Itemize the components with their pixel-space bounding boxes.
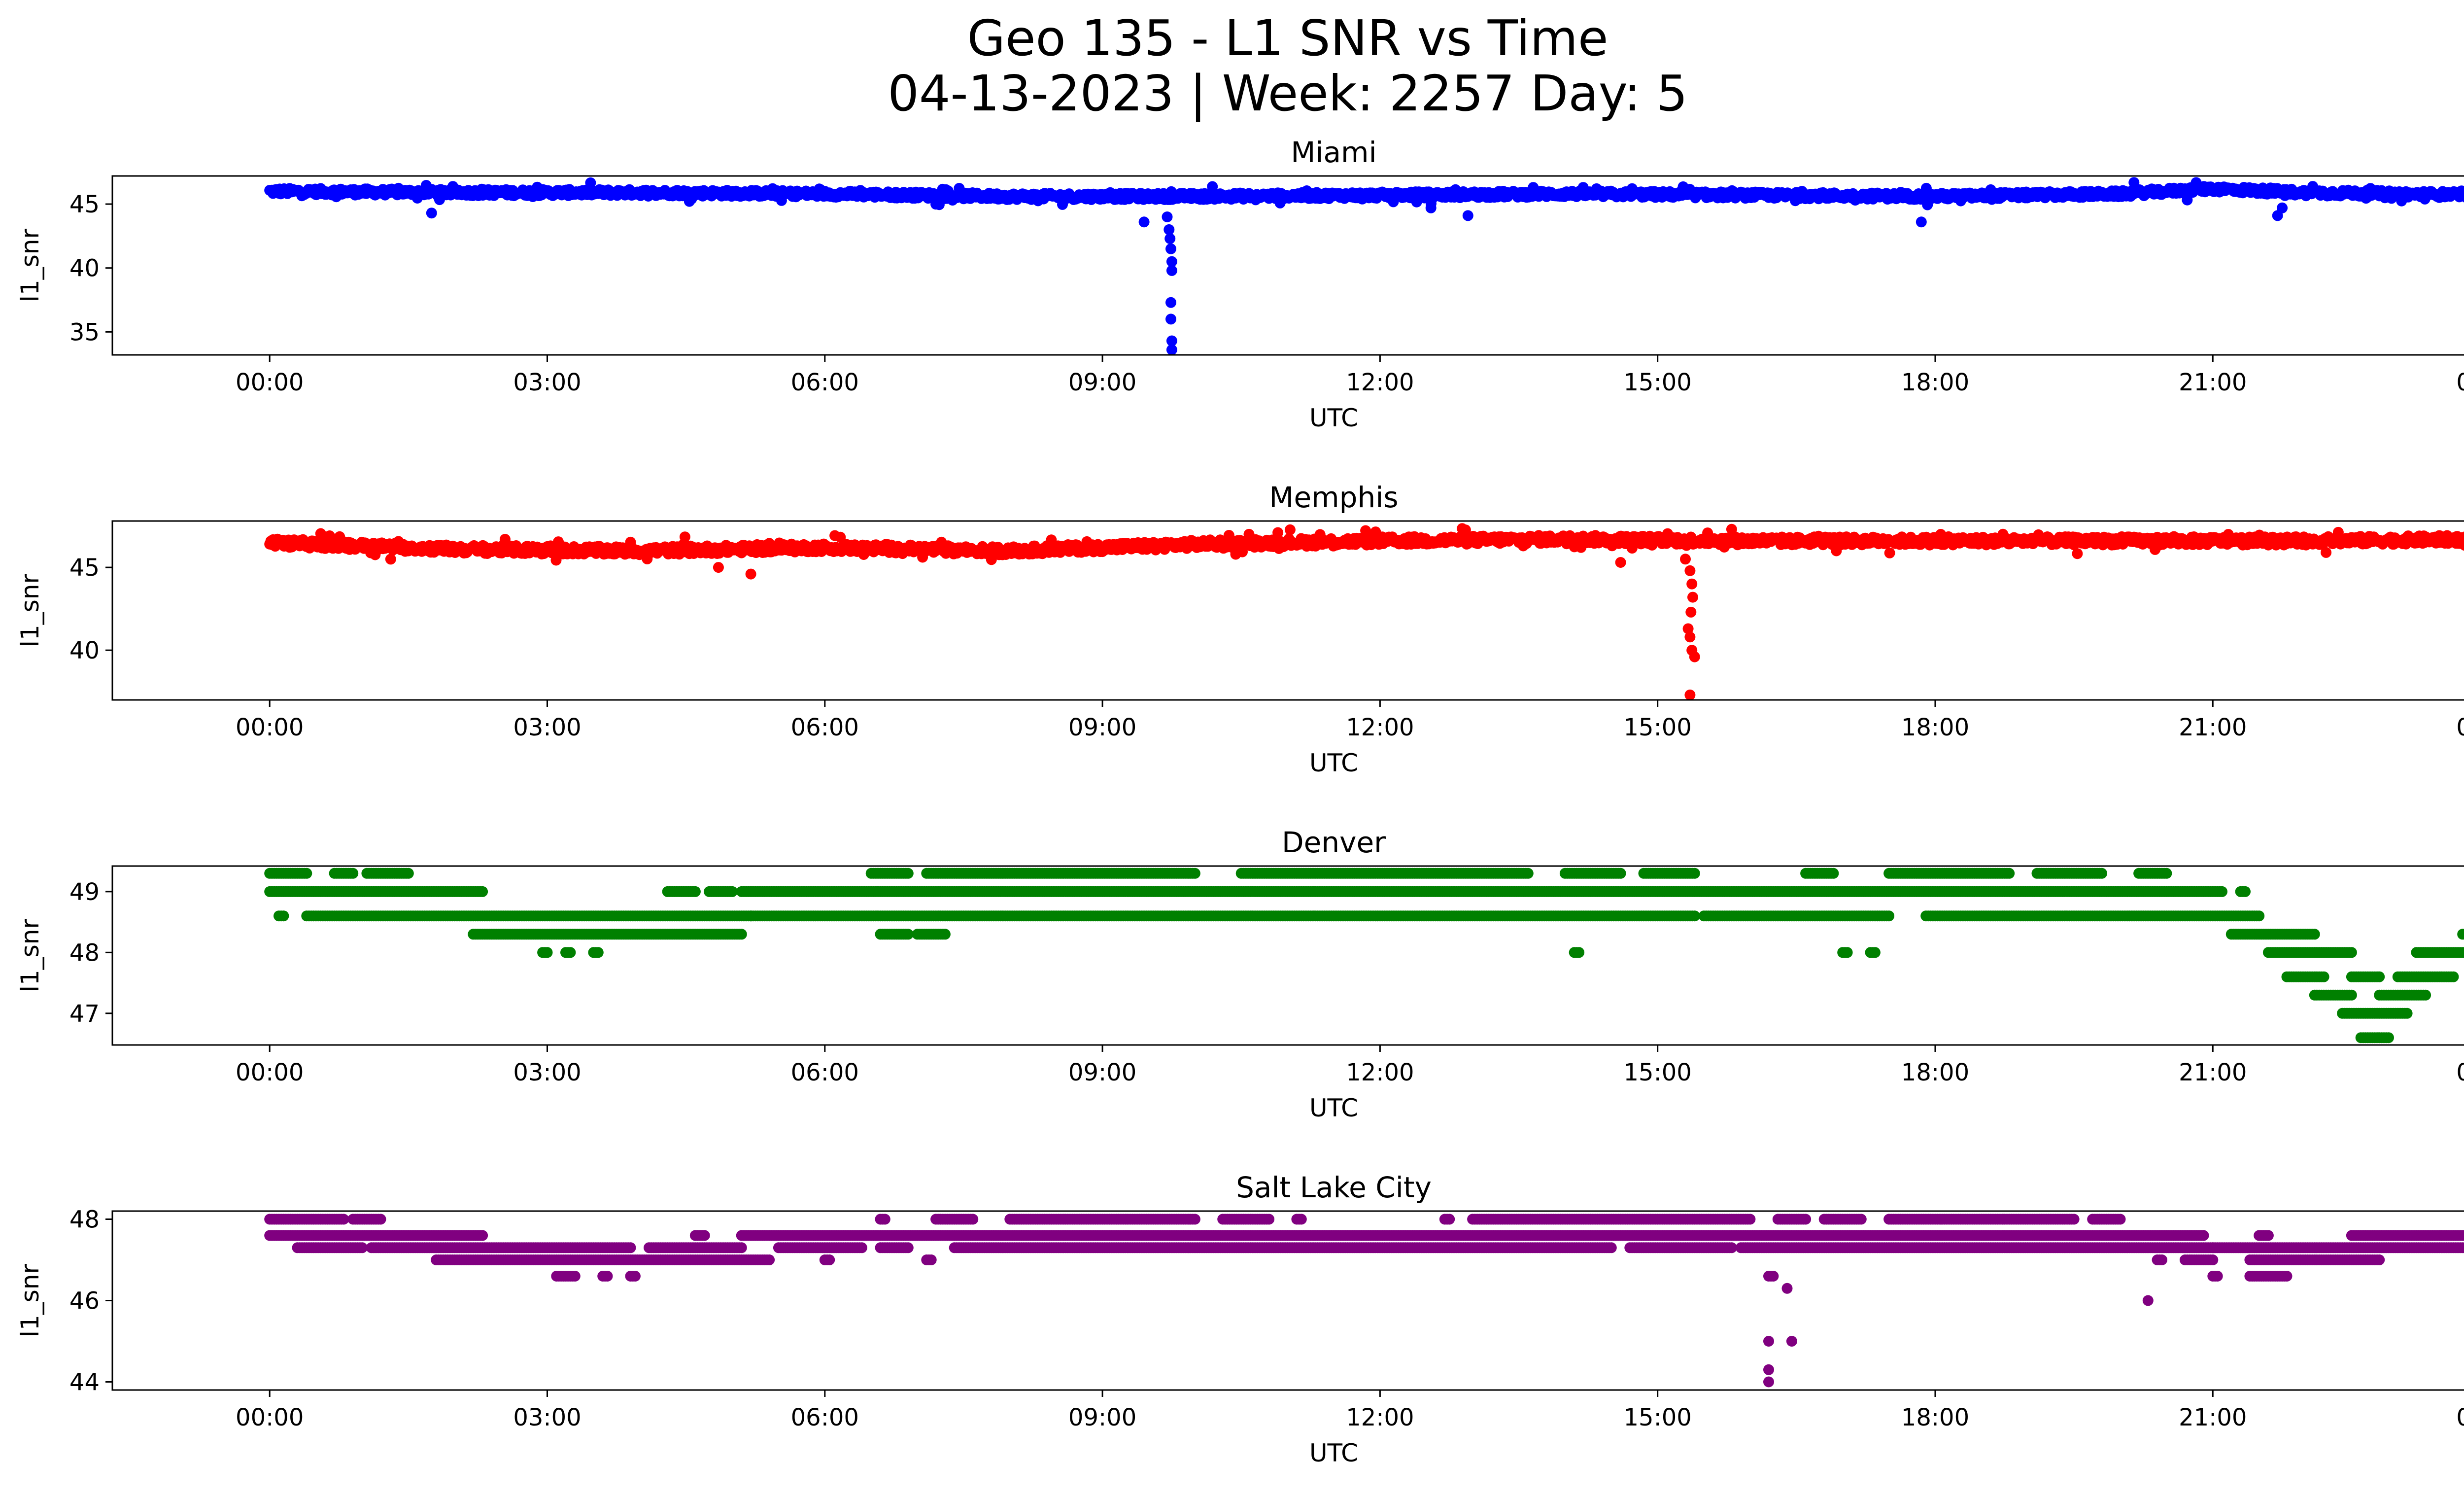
memphis-ylabel: l1_snr (16, 574, 44, 647)
memphis-title: Memphis (1269, 481, 1398, 514)
miami-xtick-label: 12:00 (1346, 369, 1414, 396)
memphis-xtick-label: 06:00 (791, 714, 859, 741)
denver-point (2004, 868, 2015, 879)
denver-title: Denver (1282, 826, 1386, 859)
memphis-xtick-label: 00:00 (2456, 714, 2464, 741)
miami-outlier-point (1165, 297, 1176, 308)
memphis-xlabel: UTC (1309, 749, 1358, 777)
memphis-outlier-point (1685, 606, 1697, 618)
memphis-point (1884, 547, 1895, 558)
miami-xtick-label: 00:00 (2456, 369, 2464, 396)
memphis-xtick-label: 09:00 (1068, 714, 1136, 741)
denver-point (1189, 868, 1200, 879)
denver-point (727, 886, 738, 897)
miami-xtick-label: 18:00 (1901, 369, 1969, 396)
miami-outlier-point (1166, 265, 1177, 276)
memphis-point (2462, 531, 2464, 541)
miami-point (2463, 193, 2464, 201)
miami-xtick-label: 03:00 (513, 369, 581, 396)
miami-ylabel: l1_snr (16, 229, 44, 302)
miami-outlier-point (1166, 256, 1177, 267)
memphis-point (679, 531, 690, 543)
memphis-outlier-point (1615, 557, 1626, 568)
denver-point (2096, 868, 2107, 879)
figure-title-line2: 04-13-2023 | Week: 2257 Day: 5 (888, 65, 1688, 122)
memphis-ytick-label: 40 (69, 637, 100, 664)
denver-point (1689, 868, 1700, 879)
miami-outlier-point (1165, 313, 1176, 325)
miami-outlier-point (1165, 243, 1176, 254)
figure-title-line1: Geo 135 - L1 SNR vs Time (967, 9, 1608, 67)
miami-outlier-point (2277, 202, 2288, 213)
memphis-outlier-point (1687, 591, 1698, 603)
denver-point (1522, 868, 1534, 879)
miami-outlier-point (1916, 216, 1927, 228)
miami-xtick-label: 09:00 (1068, 369, 1136, 396)
miami-ytick-label: 35 (69, 318, 100, 346)
miami-xlabel: UTC (1309, 404, 1358, 432)
memphis-point (385, 554, 396, 565)
denver-point (1828, 868, 1839, 879)
memphis-outlier-point (1726, 523, 1737, 535)
denver-point (347, 868, 359, 879)
memphis-point (1284, 524, 1296, 535)
memphis-outlier-point (1684, 689, 1696, 700)
memphis-xtick-label: 15:00 (1624, 714, 1692, 741)
memphis-point (2321, 547, 2332, 558)
denver-point (902, 868, 914, 879)
miami-outlier-point (1138, 216, 1150, 228)
miami-xtick-label: 15:00 (1624, 369, 1692, 396)
memphis-point (2072, 548, 2083, 559)
memphis-xtick-label: 18:00 (1901, 714, 1969, 741)
denver-points (264, 868, 2464, 1043)
miami-point (1207, 181, 1218, 192)
miami-outlier-point (1162, 211, 1173, 222)
denver-point (689, 886, 701, 897)
miami-ytick-label: 40 (69, 255, 100, 282)
memphis-point (1272, 527, 1284, 538)
denver-point (477, 886, 488, 897)
memphis-outlier-point (1684, 565, 1696, 576)
denver-point (403, 868, 414, 879)
memphis-point (2463, 540, 2464, 547)
miami-outlier-point (426, 208, 437, 219)
memphis-xtick-label: 21:00 (2179, 714, 2247, 741)
miami-outlier-point (1166, 344, 1177, 355)
memphis-xtick-label: 12:00 (1346, 714, 1414, 741)
memphis-xtick-label: 00:00 (236, 714, 304, 741)
miami-axes-frame (111, 175, 2464, 356)
miami-outlier-point (1462, 210, 1473, 221)
miami-title: Miami (1291, 136, 1376, 169)
memphis-axes-frame (111, 520, 2464, 701)
memphis-ytick-label: 45 (69, 554, 100, 582)
miami-outlier-point (1164, 233, 1176, 244)
memphis-xtick-label: 03:00 (513, 714, 581, 741)
memphis-outlier-point (713, 562, 724, 573)
miami-xtick-label: 06:00 (791, 369, 859, 396)
memphis-outlier-point (1680, 554, 1691, 565)
memphis-outlier-point (1689, 651, 1700, 662)
denver-point (301, 868, 312, 879)
miami-xtick-label: 21:00 (2179, 369, 2247, 396)
miami-points (264, 177, 2464, 355)
memphis-outlier-point (1684, 631, 1696, 643)
miami-outlier-point (1166, 335, 1177, 347)
panel-miami: Miami 00:00 03:00 06:00 09:00 12:00 15:00 18:00… (16, 136, 2464, 432)
memphis-outlier-point (1686, 578, 1698, 590)
miami-outlier-point (1425, 202, 1437, 213)
miami-ytick-label: 45 (69, 191, 100, 218)
denver-point (1615, 868, 1626, 879)
miami-outlier-point (1164, 224, 1175, 235)
panel-memphis: Memphis 00:00 03:00 06:00 09:00 12:00 15:00 18:… (16, 481, 2464, 777)
memphis-outlier-point (745, 568, 756, 580)
miami-xtick-label: 00:00 (236, 369, 304, 396)
denver-point (2161, 868, 2172, 879)
memphis-outlier-point (1682, 623, 1694, 634)
memphis-points (264, 523, 2464, 700)
